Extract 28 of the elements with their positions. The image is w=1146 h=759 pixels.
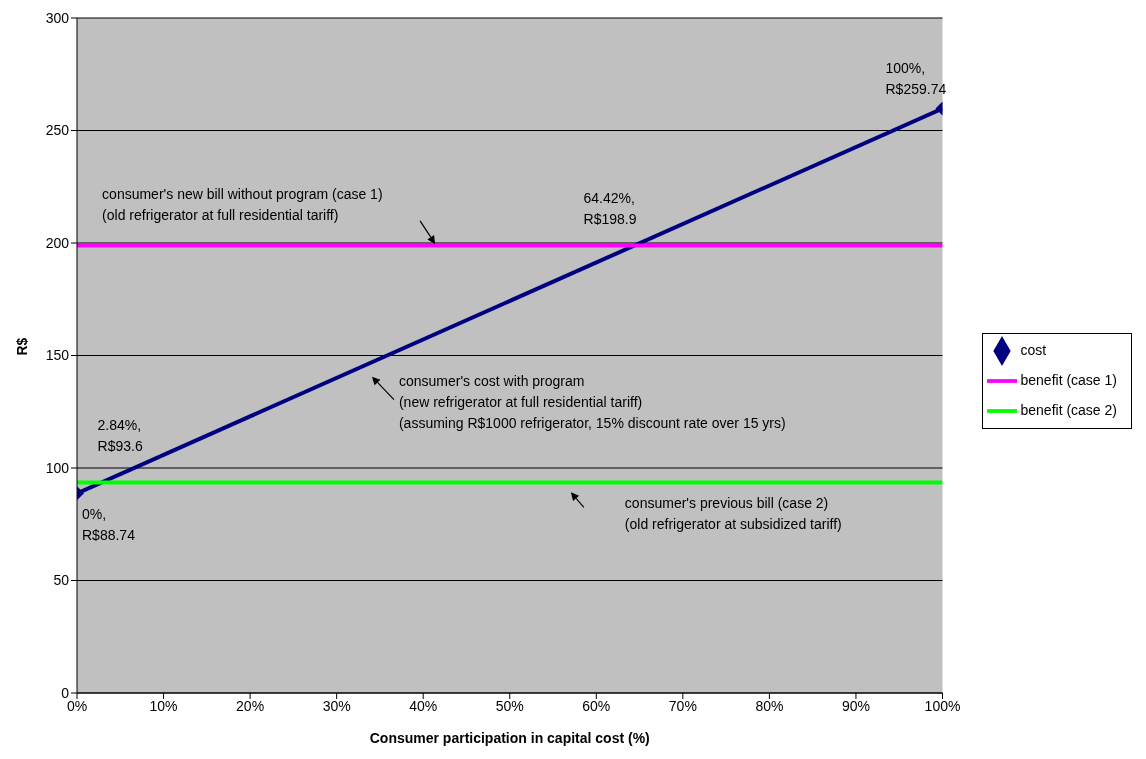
x-tick-label: 30%: [322, 697, 351, 714]
x-tick-label: 40%: [409, 697, 438, 714]
y-axis-title: R$: [13, 337, 30, 356]
y-tick-label: 100: [45, 459, 70, 476]
annotation: 2.84%, R$93.6: [97, 417, 143, 455]
legend-label: benefit (case 2): [1020, 401, 1117, 418]
legend-label: benefit (case 1): [1020, 371, 1117, 388]
y-tick-label: 300: [45, 9, 70, 26]
x-tick-label: 90%: [841, 697, 870, 714]
x-tick-label: 100%: [924, 697, 961, 714]
annotation: 64.42%, R$198.9: [583, 190, 637, 228]
y-tick-label: 200: [45, 234, 70, 251]
y-tick-label: 150: [45, 347, 70, 364]
legend-label: cost: [1020, 341, 1047, 358]
annotation: consumer's new bill without program (case 1) (old refrigerator at full residential tariff): [102, 185, 383, 223]
x-tick-label: 10%: [149, 697, 178, 714]
annotation: 0%, R$88.74: [82, 506, 136, 544]
annotation: consumer's cost with program (new refrigerator at full residential tariff) (assuming R$1000 refrigerator, 15% discount rate over 15 yrs): [398, 372, 786, 431]
x-tick-label: 70%: [668, 697, 697, 714]
x-axis-title: Consumer participation in capital cost (%): [369, 730, 650, 746]
x-tick-label: 60%: [582, 697, 611, 714]
y-tick-label: 50: [53, 572, 70, 589]
annotation: consumer's previous bill (case 2) (old refrigerator at subsidized tariff): [624, 495, 842, 533]
annotation: 100%, R$259.74: [885, 59, 947, 97]
x-tick-label: 80%: [755, 697, 784, 714]
x-tick-label: 50%: [495, 697, 524, 714]
x-tick-label: 20%: [236, 697, 265, 714]
y-tick-label: 250: [45, 122, 70, 139]
